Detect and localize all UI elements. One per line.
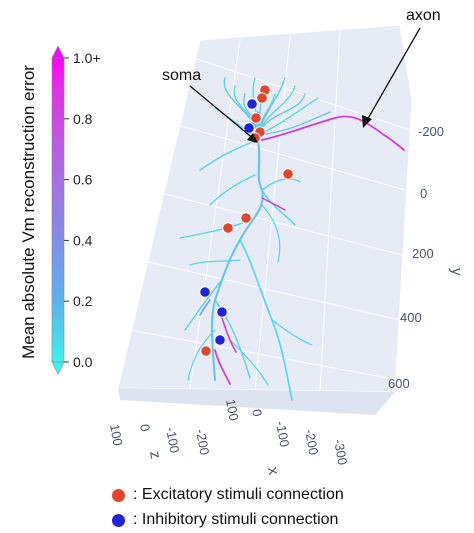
neurite-branch (184, 279, 223, 331)
inhibitory-marker (243, 122, 255, 134)
axon-arrow (365, 27, 421, 123)
x-axis-label: x (264, 466, 282, 477)
inhibitory-marker (246, 98, 258, 110)
neurite-branch (189, 259, 241, 266)
neurite-branch (261, 197, 286, 211)
neurite-branch (261, 115, 405, 151)
y-axis-label: y (448, 268, 465, 276)
legend-inhibitory-label: : Inhibitory stimuli connection (133, 511, 339, 528)
grid-lines (129, 29, 411, 392)
neurite-branch (221, 317, 237, 353)
neurite-branch (271, 319, 313, 346)
axis-ticks: 100 0 -100 -200 100 0 -100 -200 -300 -200 0 200 400 6… (107, 124, 444, 466)
stimulus-markers (199, 84, 294, 357)
neurite-branch (199, 299, 211, 316)
inhibitory-marker (216, 306, 228, 318)
inhibitory-marker (199, 286, 211, 298)
neurite-branch (214, 299, 251, 379)
inhibitory-marker (214, 334, 226, 346)
z-axis-tick: 100 (107, 423, 126, 447)
x-axis-tick: -300 (331, 438, 350, 466)
x-axis-tick: -200 (302, 428, 321, 456)
x-axis-tick: 100 (223, 398, 242, 422)
excitatory-marker-icon (112, 488, 125, 502)
neurite-branch (187, 329, 216, 381)
y-axis-tick: 400 (400, 310, 422, 325)
excitatory-marker (222, 222, 234, 234)
colorbar-tick-label: 1.0+ (73, 50, 101, 66)
neurite-branch (209, 174, 256, 206)
colorbar-tick-label: 0.6 (73, 172, 93, 188)
neurite-branch (214, 349, 231, 385)
colorbar-tick-label: 0.2 (73, 293, 93, 309)
colorbar-ticks: 0.0 0.2 0.4 0.6 0.8 1.0+ (64, 50, 101, 370)
y-axis-tick: -200 (418, 124, 444, 139)
x-axis-tick: 0 (249, 408, 265, 418)
soma-arrowhead (247, 133, 258, 143)
neurite-branch (257, 111, 331, 136)
inhibitory-marker-icon (112, 513, 125, 527)
neurite-branch (261, 204, 281, 263)
neurite-branch (261, 189, 296, 226)
y-axis-tick: 600 (388, 376, 410, 391)
excitatory-marker (256, 92, 268, 104)
legend-excitatory-label: : Excitatory stimuli connection (133, 486, 344, 503)
colorbar-tick-label: 0.8 (73, 111, 93, 127)
excitatory-marker (200, 345, 212, 357)
z-axis-tick: 0 (137, 423, 153, 433)
colorbar-title: Mean absolute Vm reconstruction error (19, 65, 38, 359)
annotations: soma axon (162, 7, 441, 143)
z-axis-tick: -200 (193, 428, 212, 456)
excitatory-marker (240, 212, 252, 224)
colorbar-tick-label: 0.0 (73, 354, 93, 370)
neurite-branch (261, 178, 301, 191)
legend-inhibitory: : Inhibitory stimuli connection (112, 511, 338, 529)
annotation-axon: axon (406, 7, 441, 24)
colorbar-max-arrow (51, 45, 65, 59)
soma-arrow (189, 85, 256, 141)
y-axis-tick: 0 (420, 186, 427, 201)
annotation-soma: soma (162, 67, 201, 84)
colorbar-tick-label: 0.4 (73, 232, 93, 248)
floor-pane (118, 388, 395, 415)
axon-arrowhead (362, 115, 372, 128)
neurite-branch (199, 139, 259, 171)
neurite-branch (229, 339, 269, 386)
excitatory-marker (282, 168, 294, 180)
legend-excitatory: : Excitatory stimuli connection (112, 486, 344, 504)
colorbar: 0.0 0.2 0.4 0.6 0.8 1.0+ Mean absolute Vm rec… (19, 45, 101, 375)
x-axis-tick: -100 (273, 420, 292, 448)
colorbar-min-arrow (51, 361, 65, 375)
colorbar-gradient (51, 57, 65, 363)
z-axis-tick: -100 (163, 426, 182, 454)
excitatory-marker (250, 112, 262, 124)
z-axis-label: z (146, 450, 164, 460)
y-axis-tick: 200 (412, 246, 434, 261)
